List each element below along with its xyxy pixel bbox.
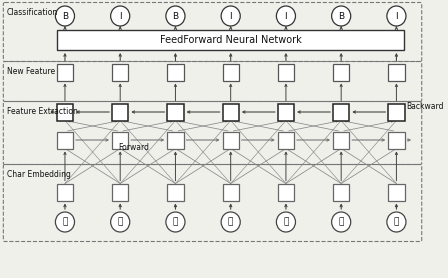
Ellipse shape xyxy=(387,6,406,26)
Bar xyxy=(223,183,239,200)
Text: Classification: Classification xyxy=(7,8,58,17)
Text: B: B xyxy=(172,11,178,21)
Bar xyxy=(223,131,239,148)
Bar xyxy=(333,103,349,120)
Text: B: B xyxy=(62,11,68,21)
Bar xyxy=(57,30,404,50)
Bar xyxy=(333,131,349,148)
Text: 갖: 갖 xyxy=(339,217,344,227)
Bar xyxy=(167,63,184,81)
Bar xyxy=(57,103,73,120)
Text: 교: 교 xyxy=(228,217,233,227)
Bar xyxy=(388,131,405,148)
Bar xyxy=(112,103,128,120)
Text: New Feature: New Feature xyxy=(7,67,55,76)
Bar xyxy=(167,183,184,200)
Bar xyxy=(57,183,73,200)
Text: 예: 예 xyxy=(283,217,289,227)
Text: Forward: Forward xyxy=(118,143,149,152)
Bar xyxy=(278,131,294,148)
Text: I: I xyxy=(229,11,232,21)
Ellipse shape xyxy=(387,212,406,232)
Ellipse shape xyxy=(166,6,185,26)
Text: FeedForward Neural Network: FeedForward Neural Network xyxy=(160,35,302,45)
Bar xyxy=(112,183,128,200)
Bar xyxy=(388,63,405,81)
Ellipse shape xyxy=(166,212,185,232)
Text: 논: 논 xyxy=(117,217,123,227)
Text: Feature Extraction: Feature Extraction xyxy=(7,107,78,116)
Bar xyxy=(57,63,73,81)
Ellipse shape xyxy=(276,212,296,232)
Bar xyxy=(167,103,184,120)
Text: 다: 다 xyxy=(394,217,399,227)
Text: Char Embedding: Char Embedding xyxy=(7,170,71,179)
Ellipse shape xyxy=(111,212,130,232)
Text: Backward: Backward xyxy=(406,102,444,111)
Bar xyxy=(388,183,405,200)
Bar xyxy=(112,131,128,148)
Ellipse shape xyxy=(56,212,74,232)
Bar xyxy=(278,183,294,200)
Bar xyxy=(223,103,239,120)
Bar xyxy=(278,103,294,120)
Text: 나: 나 xyxy=(62,217,68,227)
Text: I: I xyxy=(284,11,287,21)
Text: B: B xyxy=(338,11,344,21)
Bar xyxy=(388,103,405,120)
Bar xyxy=(333,63,349,81)
Bar xyxy=(333,183,349,200)
Ellipse shape xyxy=(332,212,351,232)
Bar xyxy=(112,63,128,81)
Ellipse shape xyxy=(221,212,240,232)
Ellipse shape xyxy=(56,6,74,26)
Ellipse shape xyxy=(332,6,351,26)
Text: I: I xyxy=(395,11,398,21)
Text: 학: 학 xyxy=(173,217,178,227)
Text: I: I xyxy=(119,11,121,21)
Bar xyxy=(57,131,73,148)
Bar xyxy=(167,131,184,148)
Bar xyxy=(223,63,239,81)
Bar xyxy=(278,63,294,81)
Ellipse shape xyxy=(221,6,240,26)
Ellipse shape xyxy=(111,6,130,26)
Ellipse shape xyxy=(276,6,296,26)
